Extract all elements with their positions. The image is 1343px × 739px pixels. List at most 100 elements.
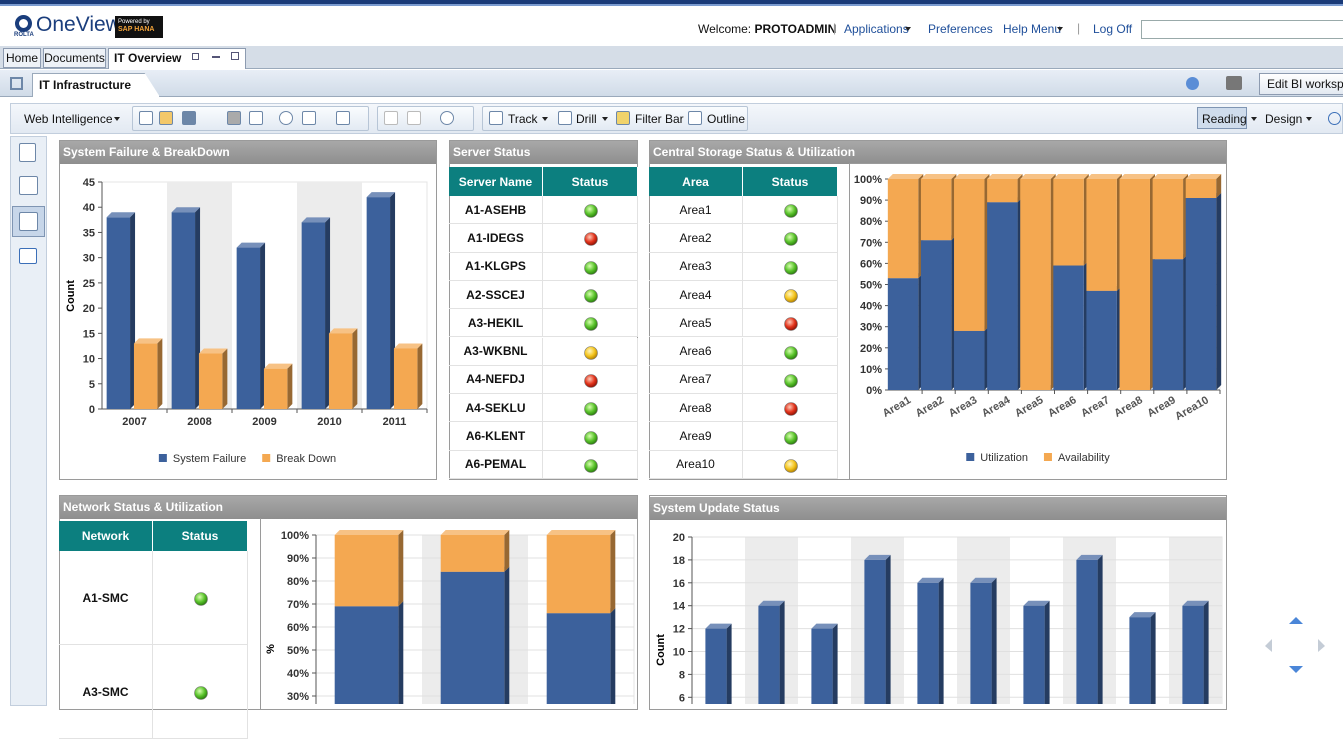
legend-label: Utilization bbox=[980, 452, 1028, 464]
nav-up[interactable] bbox=[1289, 617, 1303, 624]
table-cell: A2-SSCEJ bbox=[449, 280, 543, 310]
x-tick-label: Area4 bbox=[980, 394, 1013, 420]
menu-applications[interactable]: Applications bbox=[844, 22, 909, 36]
bar-side bbox=[885, 554, 891, 704]
new-icon[interactable] bbox=[139, 111, 153, 125]
tab-it-overview[interactable]: IT Overview bbox=[108, 48, 246, 69]
mode-reading[interactable]: Reading bbox=[1202, 112, 1247, 126]
search-box[interactable] bbox=[1141, 20, 1343, 39]
tab-documents[interactable]: Documents bbox=[43, 48, 106, 68]
platform: SAP HANA bbox=[118, 26, 155, 33]
history-icon[interactable] bbox=[279, 111, 293, 125]
menu-logoff[interactable]: Log Off bbox=[1093, 22, 1133, 36]
bar bbox=[440, 535, 505, 572]
bar-side bbox=[260, 242, 266, 409]
table-cell: Area1 bbox=[649, 196, 743, 225]
help-icon[interactable] bbox=[1186, 77, 1199, 90]
menu-preferences[interactable]: Preferences bbox=[928, 22, 993, 36]
bar bbox=[987, 202, 1018, 390]
table-cell bbox=[743, 196, 838, 225]
sidebar-structure-icon[interactable] bbox=[19, 176, 38, 195]
mode-design[interactable]: Design bbox=[1265, 112, 1303, 126]
find-icon[interactable] bbox=[249, 111, 263, 125]
reading-button[interactable] bbox=[1197, 107, 1247, 129]
sidebar-input-icon[interactable] bbox=[19, 212, 38, 231]
x-tick-label: 2009 bbox=[252, 416, 276, 428]
bar-top bbox=[133, 338, 163, 344]
table-cell: A1-KLGPS bbox=[449, 252, 543, 281]
table-cell bbox=[743, 450, 838, 479]
y-tick-label: 40% bbox=[860, 301, 882, 313]
print-icon[interactable] bbox=[227, 111, 241, 125]
caret bbox=[542, 117, 548, 121]
table-cell: A3-HEKIL bbox=[449, 309, 543, 338]
x-tick-label: 2008 bbox=[187, 416, 211, 428]
status-icon bbox=[193, 592, 208, 606]
y-tick-label: 8 bbox=[679, 669, 685, 681]
legend-swatch bbox=[158, 454, 167, 462]
export-icon[interactable] bbox=[302, 111, 316, 125]
y-tick-label: 50% bbox=[860, 280, 882, 292]
table-cell: A1-IDEGS bbox=[449, 224, 543, 253]
nav-down[interactable] bbox=[1289, 666, 1303, 673]
refresh-icon[interactable] bbox=[440, 111, 454, 125]
mail-icon[interactable] bbox=[336, 111, 350, 125]
workspace-tab[interactable]: IT Infrastructure bbox=[32, 73, 160, 97]
bar-top bbox=[920, 174, 957, 179]
bar bbox=[198, 353, 223, 409]
bar-side bbox=[287, 363, 293, 409]
y-tick-label: 100% bbox=[854, 174, 882, 186]
bar-side bbox=[779, 600, 785, 704]
edit-workspace-button[interactable]: Edit BI workspac bbox=[1259, 73, 1343, 95]
save-icon[interactable] bbox=[182, 111, 196, 125]
status-light bbox=[783, 289, 798, 303]
tool-outline[interactable]: Outline bbox=[707, 112, 746, 126]
sidebar-report-icon[interactable] bbox=[19, 143, 36, 162]
menu-help[interactable]: Help Menu bbox=[1003, 22, 1062, 36]
sidebar-help-icon[interactable] bbox=[19, 248, 37, 264]
vendor: ROLTA bbox=[14, 32, 34, 38]
help-icon[interactable] bbox=[1328, 112, 1341, 125]
y-axis-label: % bbox=[265, 644, 277, 654]
table-cell bbox=[743, 365, 838, 395]
table-cell: A1-SMC bbox=[59, 551, 153, 645]
bar-side bbox=[222, 348, 228, 409]
bar bbox=[1076, 559, 1098, 704]
open-icon[interactable] bbox=[159, 111, 173, 125]
tool-filter-bar[interactable]: Filter Bar bbox=[635, 112, 684, 126]
table-cell bbox=[543, 224, 638, 253]
storage-chart-frame bbox=[849, 163, 1227, 480]
nav-right[interactable] bbox=[1318, 639, 1325, 652]
tab-icon[interactable] bbox=[192, 53, 199, 60]
bar-side bbox=[1216, 192, 1222, 390]
table-cell: Area9 bbox=[649, 422, 743, 451]
tab-home[interactable]: Home bbox=[3, 48, 41, 68]
brand-name: OneView bbox=[36, 13, 121, 36]
tab-close[interactable] bbox=[231, 52, 239, 60]
tool-drill[interactable]: Drill bbox=[576, 112, 597, 126]
y-tick-label: 10 bbox=[673, 647, 685, 659]
bar-top bbox=[301, 217, 331, 223]
y-tick-label: 16 bbox=[673, 578, 685, 590]
powered-badge: Powered by SAP HANA bbox=[115, 16, 163, 38]
tab-icon[interactable] bbox=[212, 56, 220, 58]
bar bbox=[106, 217, 131, 409]
redo-icon[interactable] bbox=[407, 111, 421, 125]
bar-side bbox=[352, 328, 358, 409]
x-tick-label: Area7 bbox=[1079, 394, 1111, 420]
status-light bbox=[583, 345, 598, 360]
app-menu[interactable]: Web Intelligence bbox=[24, 112, 113, 126]
status-light bbox=[783, 260, 798, 275]
bar-top bbox=[917, 577, 944, 583]
print-icon[interactable] bbox=[1226, 76, 1242, 90]
status-light bbox=[583, 204, 598, 218]
table-cell bbox=[543, 196, 638, 225]
y-tick-label: 12 bbox=[673, 624, 685, 636]
chart: 30% 40% 50% 60% 70% 80% 90% 100%% bbox=[265, 530, 635, 704]
undo-icon[interactable] bbox=[384, 111, 398, 125]
nav-left[interactable] bbox=[1265, 639, 1272, 652]
bar bbox=[440, 571, 505, 704]
status-light bbox=[583, 430, 598, 445]
tool-track[interactable]: Track bbox=[508, 112, 538, 126]
y-tick-label: 40 bbox=[83, 202, 95, 214]
